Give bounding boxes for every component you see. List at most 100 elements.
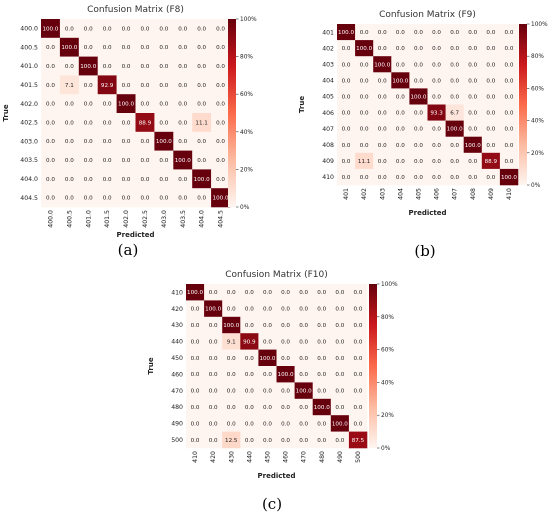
cell-value-label: 0.0 (281, 389, 290, 395)
heatmap-cell (258, 316, 277, 334)
heatmap-cell (154, 150, 174, 170)
heatmap-cell (204, 349, 223, 367)
cell-value-label: 100.0 (338, 30, 354, 36)
cell-value-label: 0.0 (450, 175, 459, 181)
heatmap-cell (59, 94, 80, 114)
colorbar-tick-label: 40% (531, 119, 544, 125)
heatmap-cell (276, 366, 295, 383)
y-tick-label: 400.0 (20, 26, 38, 33)
cell-value-label: 0.0 (486, 143, 495, 149)
cell-value-label: 0.0 (353, 372, 362, 378)
cell-value-label: 100.0 (447, 127, 463, 133)
heatmap-cell (135, 37, 155, 57)
x-tick-label: 410 (506, 188, 513, 200)
heatmap-cell (135, 75, 155, 95)
cell-value-label: 0.0 (46, 139, 55, 145)
cell-value-label: 100.0 (42, 26, 58, 32)
x-tick-label: 400.0 (47, 210, 54, 228)
heatmap-cell (391, 152, 410, 170)
cell-value-label: 0.0 (396, 175, 405, 181)
cell-value-label: 0.0 (263, 307, 272, 313)
heatmap-cell (348, 382, 368, 400)
cell-value-label: 100.0 (223, 323, 239, 329)
heatmap-cell (211, 150, 231, 170)
heatmap-cell (240, 284, 259, 301)
cell-value-label: 0.0 (227, 307, 236, 313)
cell-value-label: 0.0 (396, 143, 405, 149)
x-tick-label: 470 (301, 451, 308, 463)
heatmap-cell (154, 113, 174, 133)
cell-value-label: 0.0 (414, 159, 423, 165)
colorbar-tick-label: 80% (240, 55, 253, 61)
cell-value-label: 0.0 (159, 26, 168, 32)
cell-value-label: 0.0 (103, 45, 112, 51)
cell-value-label: 0.0 (432, 143, 441, 149)
heatmap-cell (355, 136, 374, 154)
heatmap-cell (78, 150, 98, 170)
heatmap-cell (258, 300, 277, 318)
colorbar-tick-label: 0% (240, 205, 250, 211)
heatmap-cell (373, 88, 392, 105)
heatmap-cell (258, 431, 277, 449)
cell-value-label: 0.0 (140, 45, 149, 51)
cell-value-label: 0.0 (209, 290, 218, 296)
cell-value-label: 0.0 (159, 102, 168, 108)
cell-value-label: 9.1 (227, 339, 236, 345)
cell-value-label: 0.0 (353, 290, 362, 296)
x-tick-label: 401 (343, 188, 350, 200)
heatmap-cell (59, 37, 80, 57)
heatmap-cell (348, 284, 368, 301)
cell-value-label: 0.0 (378, 111, 387, 117)
heatmap-cell (97, 188, 117, 208)
cell-value-label: 0.0 (191, 405, 200, 411)
heatmap-cell (481, 24, 501, 41)
heatmap-cell (463, 104, 483, 121)
heatmap-cell (78, 169, 98, 189)
cell-value-label: 0.0 (378, 46, 387, 52)
cell-value-label: 0.0 (317, 438, 326, 444)
y-tick-label: 409 (322, 158, 334, 165)
heatmap-cell (499, 40, 519, 57)
heatmap-cell (154, 37, 174, 57)
cell-value-label: 100.0 (259, 356, 275, 362)
heatmap-cell (192, 188, 212, 208)
y-tick-label: 404 (322, 78, 334, 85)
cell-value-label: 0.0 (103, 26, 112, 32)
cell-value-label: 0.0 (197, 139, 206, 145)
cell-value-label: 6.7 (450, 111, 459, 117)
heatmap-cell (154, 131, 174, 151)
cell-value-label: 0.0 (432, 62, 441, 68)
cell-value-label: 0.0 (299, 290, 308, 296)
heatmap-cell (312, 349, 332, 367)
heatmap-cell (463, 152, 483, 170)
cell-value-label: 11.1 (195, 120, 208, 126)
chart-title: Confusion Matrix (F10) (225, 270, 327, 280)
cell-value-label: 0.0 (140, 83, 149, 89)
heatmap-cell (445, 24, 464, 41)
cell-value-label: 0.0 (197, 83, 206, 89)
cell-value-label: 0.0 (191, 438, 200, 444)
cell-value-label: 0.0 (432, 78, 441, 84)
heatmap-cell (427, 40, 446, 57)
cell-value-label: 0.0 (504, 127, 513, 133)
heatmap-cell (135, 169, 155, 189)
heatmap-cell (499, 168, 519, 186)
cell-value-label: 0.0 (281, 307, 290, 313)
cell-value-label: 0.0 (178, 196, 187, 202)
cell-value-label: 0.0 (486, 111, 495, 117)
cell-value-label: 100.0 (501, 175, 517, 181)
cell-value-label: 88.9 (485, 159, 498, 165)
heatmap-cell (409, 40, 428, 57)
heatmap-cell (409, 152, 428, 170)
y-tick-label: 420 (171, 306, 183, 313)
cell-value-label: 100.0 (392, 78, 408, 84)
heatmap-cell (186, 316, 205, 334)
cell-value-label: 0.0 (84, 177, 93, 183)
heatmap-cell (41, 75, 61, 95)
heatmap-cell (355, 168, 374, 186)
heatmap-cell (240, 300, 259, 318)
cell-value-label: 0.0 (468, 159, 477, 165)
heatmap-cell (186, 431, 205, 449)
cell-value-label: 0.0 (159, 177, 168, 183)
